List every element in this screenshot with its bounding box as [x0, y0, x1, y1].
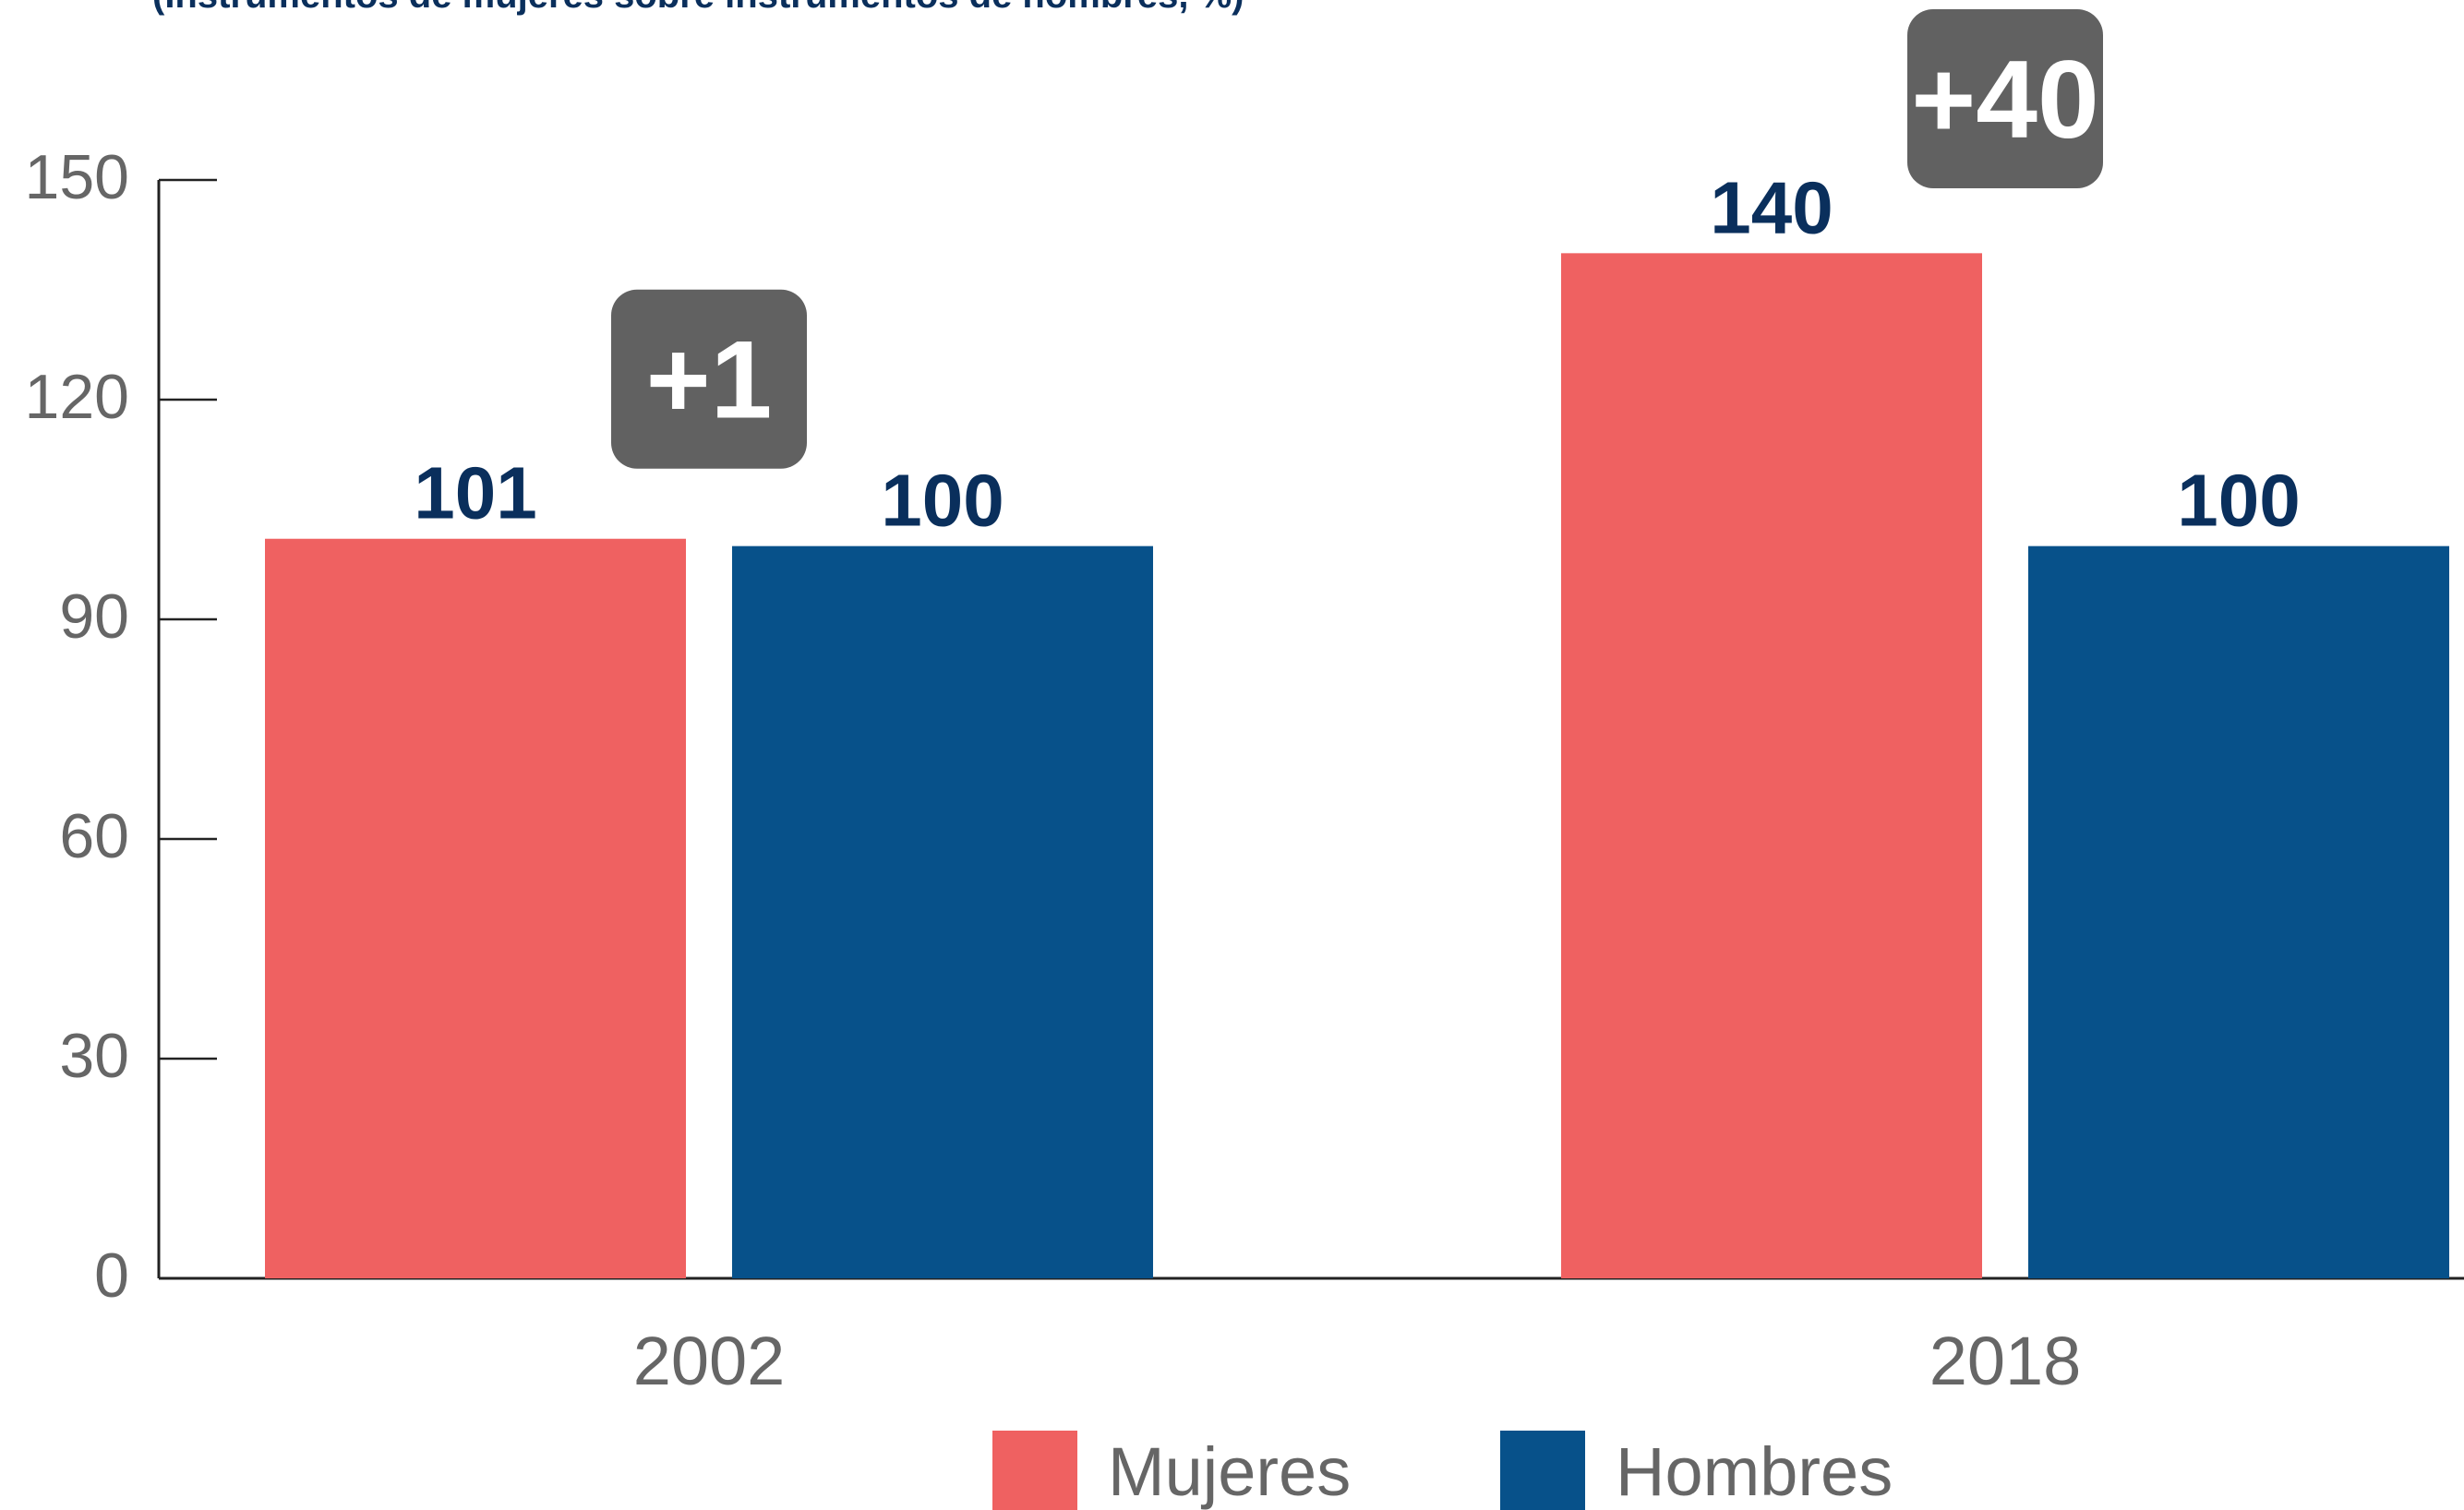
- badge-label: +1: [646, 318, 773, 442]
- y-tick-label: 120: [25, 362, 129, 432]
- badge-label: +40: [1911, 38, 2099, 162]
- bar-hombres-2002: [732, 545, 1153, 1278]
- data-label-hombres-2002: 100: [881, 460, 1004, 542]
- badge-background: [1907, 9, 2103, 188]
- bars: [265, 253, 2449, 1278]
- data-label-mujeres-2002: 101: [414, 452, 536, 534]
- y-tick-label: 60: [59, 801, 129, 871]
- legend-item-mujeres: Mujeres: [992, 1431, 1351, 1510]
- difference-badge-2002: +1: [611, 289, 807, 469]
- chart-subtitle: (Instrumentos de mujeres sobre instrumen…: [152, 0, 1244, 16]
- legend-swatch: [1500, 1431, 1585, 1510]
- y-tick-label: 90: [59, 581, 129, 652]
- data-label-mujeres-2018: 140: [1710, 166, 1833, 248]
- difference-badge-2018: +40: [1907, 9, 2103, 188]
- y-tick-label: 30: [59, 1021, 129, 1091]
- legend-label: Mujeres: [1108, 1433, 1351, 1510]
- bar-mujeres-2018: [1561, 253, 1982, 1278]
- x-category-label: 2002: [633, 1323, 786, 1399]
- axes: 0 30 60 90 120 150 2002 2018: [25, 142, 2464, 1399]
- legend-swatch: [992, 1431, 1077, 1510]
- difference-badges: +1 +40: [611, 9, 2103, 469]
- data-labels: 101 100 140 100: [414, 166, 2300, 541]
- badge-background: [611, 289, 807, 469]
- bar-hombres-2018: [2028, 545, 2449, 1278]
- bar-mujeres-2002: [265, 538, 686, 1278]
- x-category-label: 2018: [1929, 1323, 2082, 1399]
- y-tick-label: 150: [25, 142, 129, 212]
- data-label-hombres-2018: 100: [2177, 460, 2300, 542]
- legend-item-hombres: Hombres: [1500, 1431, 1893, 1510]
- legend: Mujeres Hombres: [992, 1431, 1893, 1510]
- legend-label: Hombres: [1616, 1433, 1893, 1510]
- y-tick-label: 0: [94, 1240, 129, 1311]
